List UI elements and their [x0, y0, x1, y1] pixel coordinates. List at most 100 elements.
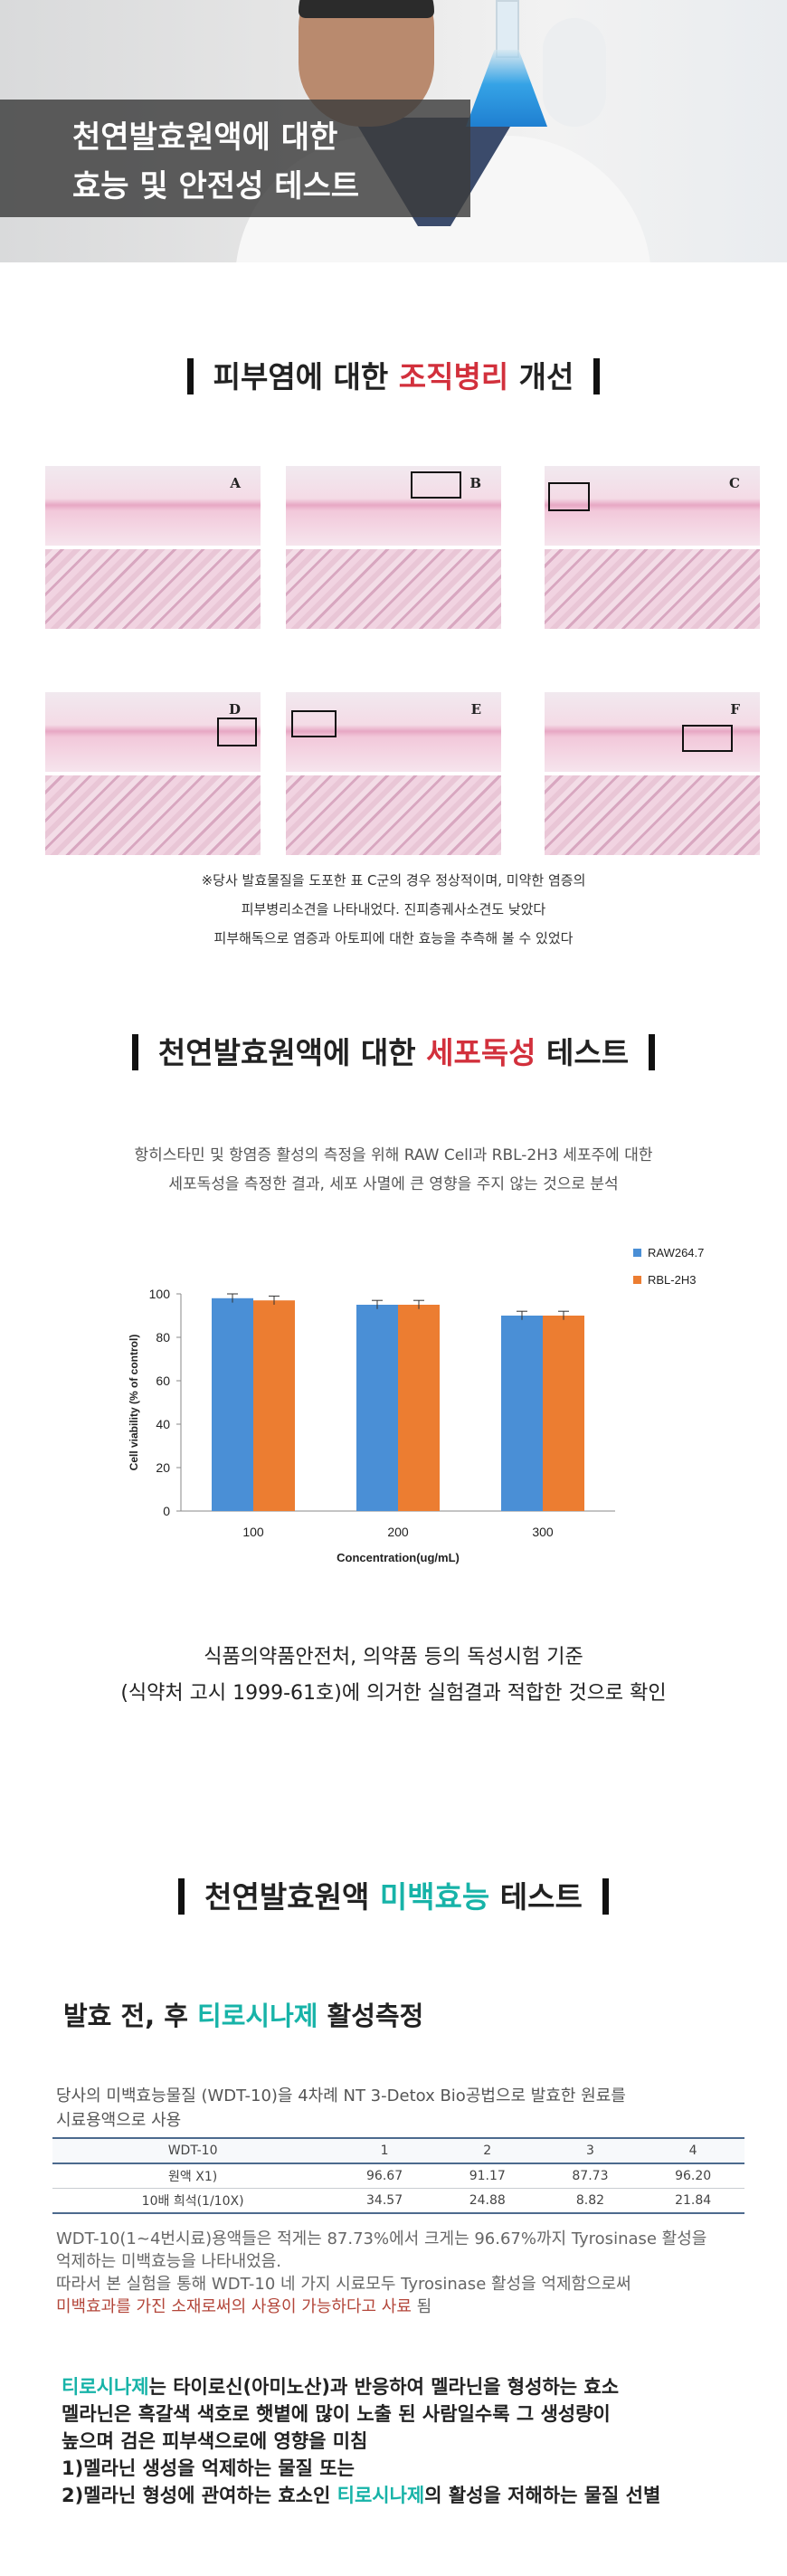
heading-bar-right — [602, 1877, 609, 1915]
x-axis-label: Concentration(ug/mL) — [337, 1551, 460, 1564]
table-header-cell: 1 — [333, 2137, 436, 2164]
panel-upper — [45, 692, 261, 774]
panel-divider — [545, 772, 760, 775]
panel-lower — [545, 775, 760, 855]
panel-label: A — [230, 475, 241, 491]
conclusion-line: 미백효과를 가진 소재로써의 사용이 가능하다고 사료 됨 — [56, 2296, 706, 2318]
section3-description: 당사의 미백효능물질 (WDT-10)을 4차례 NT 3-Detox Bio공… — [56, 2084, 626, 2133]
y-axis-label: Cell viability (% of control) — [128, 1335, 140, 1471]
panel-label: F — [730, 701, 740, 718]
panel-lower — [45, 549, 261, 629]
histology-panel-e: E — [286, 692, 501, 855]
heading-bar-left — [131, 1033, 138, 1070]
legend-label: RAW264.7 — [648, 1246, 704, 1259]
flask-neck-graphic — [496, 0, 519, 58]
table-header-cell: 2 — [435, 2137, 539, 2164]
panel-divider — [45, 772, 261, 775]
body-highlight: 티로시나제 — [337, 2485, 425, 2506]
table-cell: 96.20 — [641, 2163, 744, 2189]
heading-bar-right — [593, 357, 601, 394]
panel-label: E — [470, 701, 481, 718]
section3-suffix: 테스트 — [489, 1879, 583, 1915]
bar-raw264.7-100 — [212, 1298, 253, 1511]
histology-panel-c: C — [545, 466, 760, 629]
glove-graphic — [543, 18, 606, 127]
y-tick-label: 100 — [149, 1287, 171, 1301]
legend-label: RBL-2H3 — [648, 1273, 696, 1287]
body-line: 1)멜라닌 생성을 억제하는 물질 또는 — [62, 2457, 355, 2479]
legend-swatch — [633, 1249, 641, 1257]
bar-rbl-2h3-300 — [543, 1316, 584, 1511]
conclusion-highlight: 미백효과를 가진 소재로써의 사용이 가능하다고 사료 — [56, 2297, 412, 2316]
panel-divider — [545, 546, 760, 549]
zoom-box — [291, 710, 337, 737]
heading-bar-left — [178, 1877, 185, 1915]
note-line: ※당사 발효물질을 도포한 표 C군의 경우 정상적이며, 미약한 염증의 — [201, 872, 586, 889]
section2-confirmation: 식품의약품안전처, 의약품 등의 독성시험 기준 (식약처 고시 1999-61… — [0, 1640, 787, 1712]
table-cell: 원액 X1) — [52, 2163, 334, 2189]
body-line: 높으며 검은 피부색으로에 영향을 미침 — [62, 2430, 368, 2452]
table-cell: 24.88 — [435, 2188, 539, 2214]
panel-label: B — [469, 475, 481, 491]
body-text: 는 타이로신(아미노산)과 반응하여 멜라닌을 형성하는 효소 — [148, 2376, 620, 2398]
result-text: WDT-10(1~4번시료)용액들은 적게는 87.73%에서 크게는 96.6… — [56, 2228, 706, 2318]
bar-raw264.7-300 — [501, 1316, 543, 1511]
panel-lower — [286, 549, 501, 629]
panel-label: D — [228, 701, 241, 718]
legend-swatch — [633, 1276, 641, 1284]
bar-raw264.7-200 — [356, 1305, 398, 1511]
y-tick-label: 60 — [156, 1374, 170, 1388]
y-tick-label: 40 — [156, 1417, 170, 1431]
histology-panel-a: A — [45, 466, 261, 629]
body-text: 의 활성을 저해하는 물질 선별 — [424, 2485, 661, 2506]
body-line: 티로시나제는 타이로신(아미노산)과 반응하여 멜라닌을 형성하는 효소 — [62, 2373, 660, 2400]
histology-panel-d: D — [45, 692, 261, 855]
section2-prefix: 천연발효원액에 대한 — [157, 1035, 427, 1070]
tyrosinase-explanation: 티로시나제는 타이로신(아미노산)과 반응하여 멜라닌을 형성하는 효소 멜라닌… — [62, 2373, 660, 2509]
section1-suffix: 개선 — [508, 359, 574, 394]
section3-subtitle: 발효 전, 후 티로시나제 활성측정 — [63, 1995, 423, 2033]
note-line: 피부병리소견을 나타내었다. 진피층궤사소견도 낮았다 — [241, 901, 546, 917]
table-cell: 10배 희석(1/10X) — [52, 2188, 334, 2214]
table-row: 원액 X1) 96.67 91.17 87.73 96.20 — [52, 2163, 744, 2189]
intro-line: 항히스타민 및 항염증 활성의 측정을 위해 RAW Cell과 RBL-2H3… — [134, 1146, 653, 1164]
bar-rbl-2h3-100 — [253, 1300, 295, 1511]
section2-heading: 천연발효원액에 대한 세포독성 테스트 — [0, 1029, 787, 1073]
y-tick-label: 80 — [156, 1330, 170, 1345]
zoom-box — [682, 725, 733, 752]
section2-highlight: 세포독성 — [426, 1035, 536, 1070]
section1-heading: 피부염에 대한 조직병리 개선 — [0, 353, 787, 397]
tyrosinase-table: WDT-10 1 2 3 4 원액 X1) 96.67 91.17 87.73 … — [52, 2137, 744, 2214]
body-highlight: 티로시나제 — [62, 2376, 149, 2398]
panel-lower — [286, 775, 501, 855]
bar-rbl-2h3-200 — [398, 1305, 440, 1511]
result-line: 억제하는 미백효능을 나타내었음. — [56, 2252, 282, 2271]
zoom-box — [411, 471, 461, 499]
table-header-row: WDT-10 1 2 3 4 — [52, 2137, 744, 2164]
subtitle-highlight: 티로시나제 — [197, 2001, 318, 2031]
table-cell: 91.17 — [435, 2163, 539, 2189]
table-cell: 8.82 — [538, 2188, 642, 2214]
section1-note: ※당사 발효물질을 도포한 표 C군의 경우 정상적이며, 미약한 염증의 피부… — [0, 866, 787, 953]
heading-bar-left — [186, 357, 194, 394]
hero-title-box — [0, 100, 470, 217]
conclusion-line: 따라서 본 실험을 통해 WDT-10 네 가지 시료모두 Tyrosinase… — [56, 2275, 631, 2294]
section2-suffix: 테스트 — [536, 1035, 630, 1070]
histology-panel-b: B — [286, 466, 501, 629]
x-tick-label: 300 — [532, 1525, 554, 1539]
panel-upper — [286, 692, 501, 774]
panel-upper — [545, 466, 760, 547]
section3-highlight: 미백효능 — [379, 1879, 490, 1915]
conclusion-suffix: 됨 — [411, 2297, 432, 2316]
panel-divider — [286, 772, 501, 775]
scientist-hair-graphic — [299, 0, 434, 18]
hero-title-line1: 천연발효원액에 대한 — [72, 119, 338, 156]
histology-panel-f: F — [545, 692, 760, 855]
table-cell: 87.73 — [538, 2163, 642, 2189]
panel-divider — [286, 546, 501, 549]
heading-bar-right — [649, 1033, 656, 1070]
table-row: 10배 희석(1/10X) 34.57 24.88 8.82 21.84 — [52, 2188, 744, 2214]
table-cell: 96.67 — [333, 2163, 436, 2189]
desc-line: 당사의 미백효능물질 (WDT-10)을 4차례 NT 3-Detox Bio공… — [56, 2086, 626, 2105]
table-header-cell: 4 — [641, 2137, 744, 2164]
